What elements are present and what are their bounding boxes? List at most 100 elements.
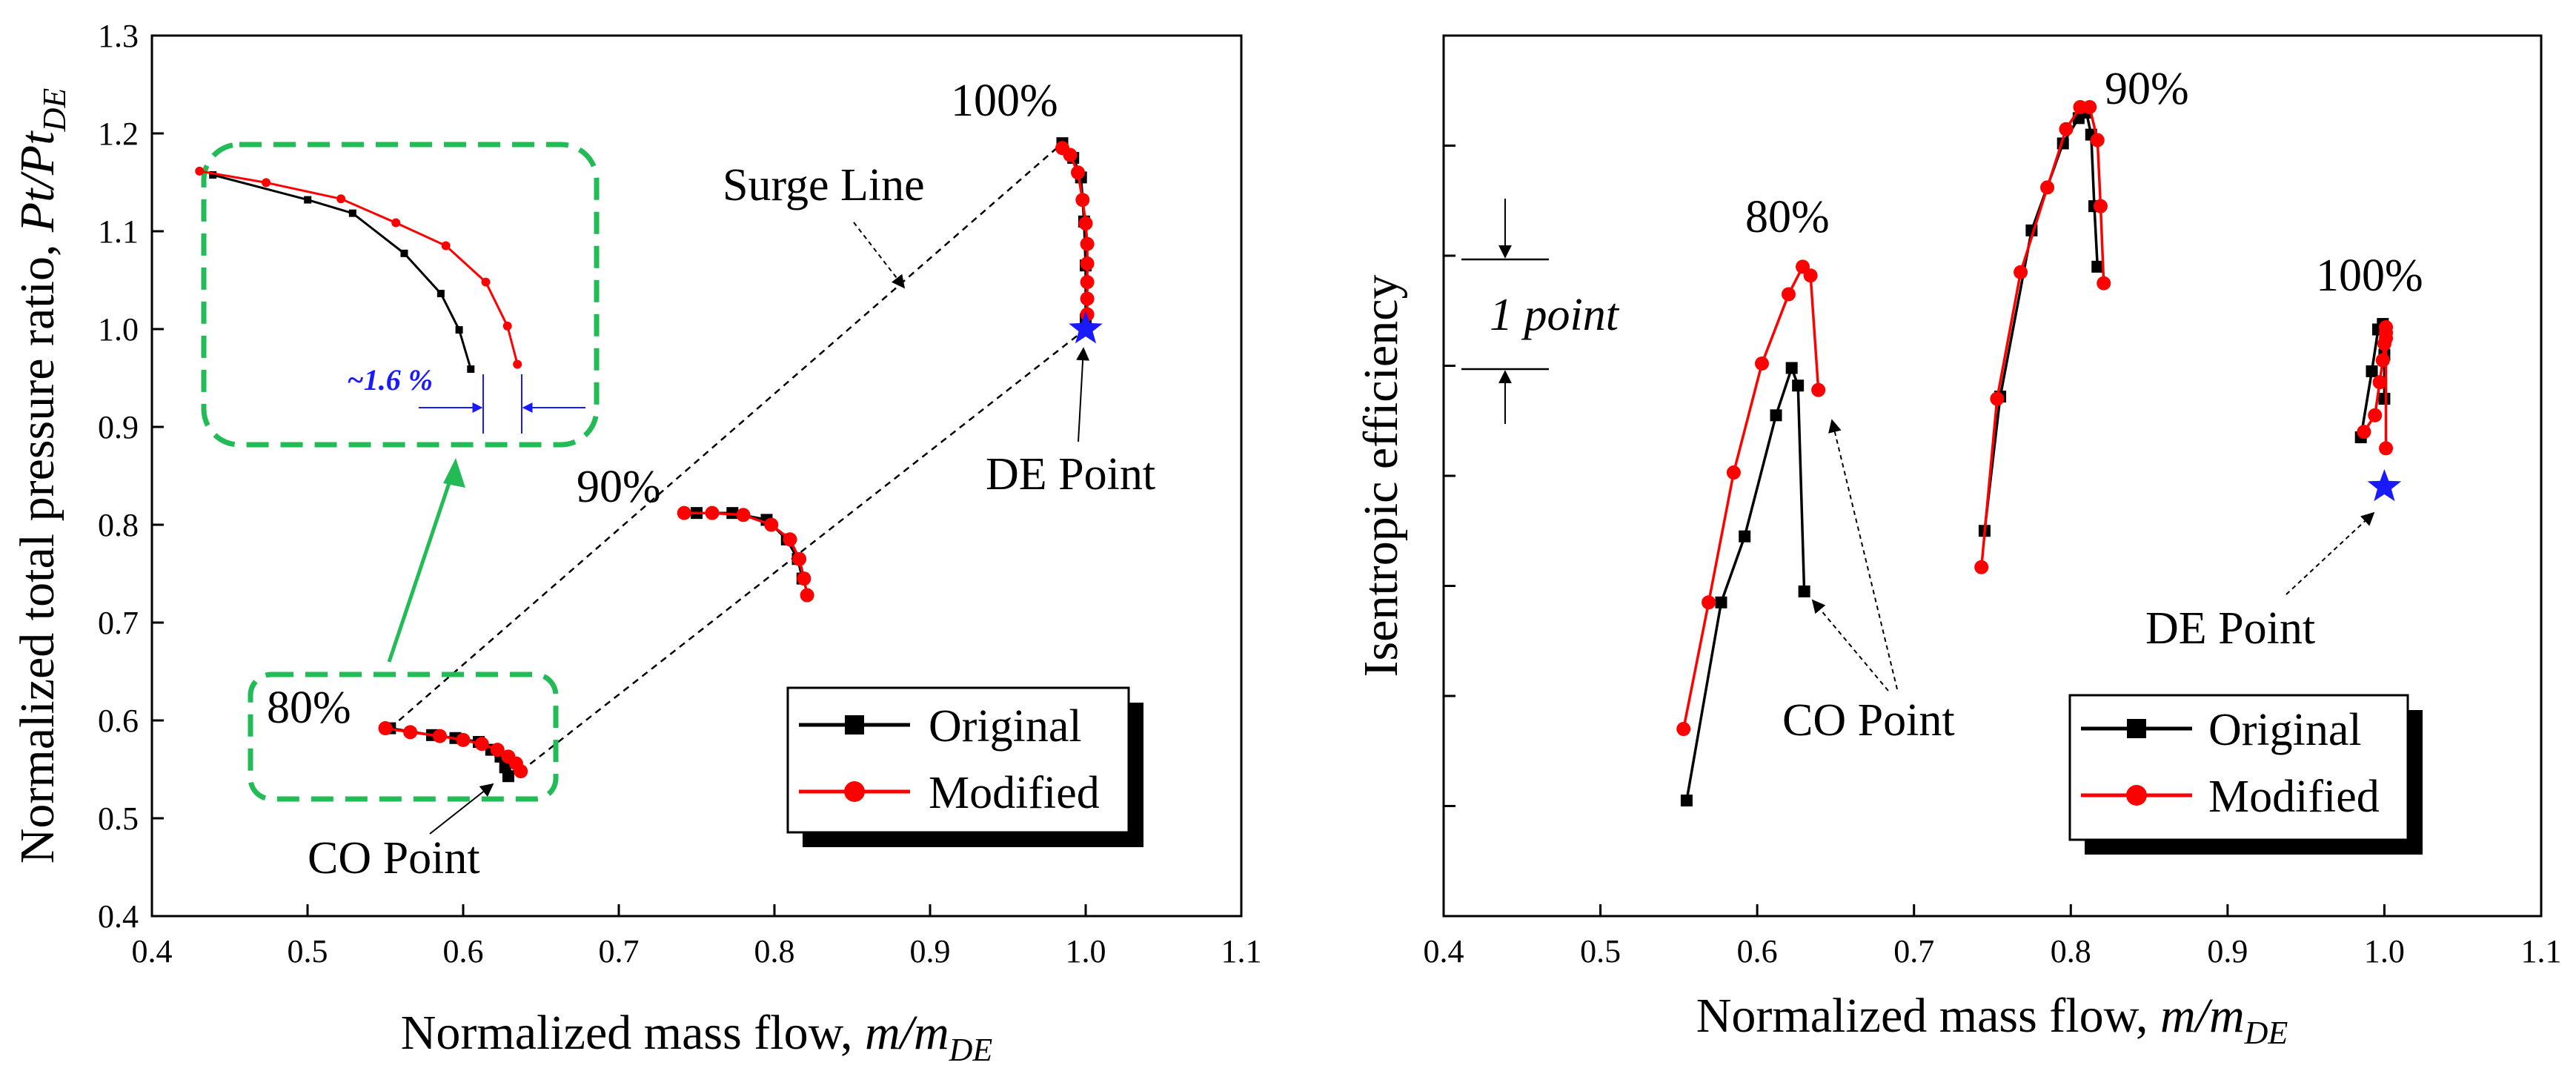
legend-marker-original — [845, 715, 864, 735]
x-axis-label-left: Normalized mass flow, m/mDE — [401, 1006, 993, 1068]
x-tick-label: 0.8 — [2051, 933, 2091, 969]
inset-point-original — [209, 171, 217, 179]
pr-point-modified — [1071, 165, 1085, 180]
pr-point-modified — [736, 508, 751, 523]
pr-point-modified — [456, 732, 471, 747]
inset-line-modified — [199, 170, 519, 365]
legend-left: Original Modified — [786, 686, 1143, 847]
eff-point-modified — [2379, 441, 2394, 456]
inset-point-original — [436, 290, 445, 298]
x-tick-label: 0.8 — [754, 933, 795, 969]
surge-line — [389, 142, 1063, 729]
speed-label-80-right: 80% — [1745, 192, 1830, 242]
x-tick-label: 0.7 — [1893, 933, 1934, 969]
legend-right: Original Modified — [2068, 694, 2423, 855]
speed-label-90: 90% — [577, 462, 661, 512]
x-tick-label: 1.0 — [1066, 933, 1106, 969]
eff-point-modified — [1803, 268, 1818, 283]
zoom-connector-arrow — [387, 462, 458, 663]
pr-point-modified — [1075, 193, 1090, 208]
x-tick-label: 0.6 — [1737, 933, 1778, 969]
x-ticks-right: 0.4 0.5 0.6 0.7 0.8 0.9 1.0 1.1 — [1424, 904, 2562, 969]
legend-label-original-right: Original — [2208, 705, 2362, 755]
speed-label-100: 100% — [951, 76, 1058, 126]
de-point-pointer-right — [2285, 511, 2375, 595]
eff-point-original — [1715, 596, 1727, 609]
eff-point-modified — [1990, 391, 2005, 406]
de-point-pointer — [1076, 347, 1090, 442]
eff-point-modified — [2357, 425, 2371, 440]
x-tick-label: 0.4 — [132, 933, 173, 969]
x-tick-label: 0.6 — [443, 933, 484, 969]
efficiency-chart: 0.4 0.5 0.6 0.7 0.8 0.9 1.0 1.1 80% 90% 100% 1 … — [1354, 34, 2562, 1051]
x-tick-label: 1.1 — [2521, 933, 2562, 969]
eff-point-original — [1770, 409, 1782, 422]
pr-point-original — [502, 770, 514, 783]
legend-marker-modified — [844, 781, 865, 802]
y-axis-label-left: Normalized total pressure ratio, Pt/PtDE — [10, 88, 73, 864]
x-tick-label: 1.1 — [1221, 933, 1262, 969]
eff-point-modified — [1974, 560, 1989, 574]
scale-bar: 1 point — [1461, 199, 1620, 424]
de-point-star-right — [2367, 468, 2402, 502]
x-tick-label: 0.5 — [1580, 933, 1621, 969]
y-ticks-left: 0.4 0.5 0.6 0.7 0.8 0.9 1.0 1.1 1.2 1.3 — [98, 18, 164, 935]
eff-line-modified-90 — [1979, 105, 2105, 568]
pr-point-modified — [1080, 291, 1095, 306]
y-tick-label: 0.9 — [98, 409, 139, 445]
surge-line-pointer — [853, 222, 906, 289]
eff-line-original-90 — [1983, 110, 2099, 531]
pr-point-modified — [403, 725, 418, 740]
x-tick-label: 0.4 — [1424, 933, 1464, 969]
pr-point-modified — [797, 571, 811, 586]
pr-point-modified — [514, 764, 528, 779]
co-point-pointer — [429, 783, 494, 835]
eff-point-modified — [2097, 276, 2111, 291]
inset-point-original — [455, 326, 463, 334]
y-tick-label: 1.0 — [98, 311, 139, 348]
legend-label-modified-right: Modified — [2208, 772, 2380, 822]
legend-label-modified: Modified — [929, 768, 1100, 818]
pr-line-modified-90 — [684, 511, 809, 596]
pr-point-modified — [1080, 256, 1095, 271]
de-point-label: DE Point — [986, 449, 1155, 500]
x-ticks-left: 0.4 0.5 0.6 0.7 0.8 0.9 1.0 1.1 — [132, 904, 1262, 969]
de-point-marker-right — [2367, 468, 2402, 502]
eff-point-modified — [2093, 199, 2108, 213]
eff-point-original — [2091, 260, 2104, 273]
eff-point-modified — [2082, 100, 2097, 115]
scale-bar-label: 1 point — [1490, 290, 1620, 340]
eff-point-modified — [2379, 331, 2394, 345]
eff-point-modified — [2368, 408, 2383, 422]
y-tick-label: 0.4 — [98, 898, 139, 935]
de-point-star — [1069, 311, 1103, 344]
pressure-ratio-chart: 0.4 0.5 0.6 0.7 0.8 0.9 1.0 1.1 0.4 0.5 0.6 0.7 0.8… — [10, 18, 1262, 1068]
pr-point-modified — [378, 721, 393, 736]
speed-label-80: 80% — [267, 683, 351, 733]
eff-line-modified-80 — [1682, 264, 1820, 729]
speed-label-100-right: 100% — [2316, 251, 2423, 301]
pr-point-modified — [433, 729, 447, 743]
legend-marker-original-right — [2127, 719, 2146, 738]
pr-line-modified-100 — [1061, 147, 1089, 315]
eff-point-modified — [2375, 353, 2390, 368]
eff-point-modified — [2372, 375, 2387, 390]
eff-point-original — [2378, 393, 2391, 405]
legend-label-original: Original — [929, 701, 1082, 752]
x-tick-label: 1.0 — [2364, 933, 2405, 969]
inset-point-modified — [391, 218, 401, 228]
co-point-pointer-1 — [1828, 419, 1898, 690]
y-tick-label: 1.1 — [98, 213, 139, 250]
x-tick-label: 0.9 — [2207, 933, 2248, 969]
pr-point-modified — [705, 505, 720, 520]
de-point-label-right: DE Point — [2145, 603, 2315, 654]
y-tick-label: 0.7 — [98, 605, 139, 641]
y-tick-label: 0.8 — [98, 507, 139, 543]
inset-point-modified — [336, 194, 346, 204]
inset-point-modified — [262, 178, 271, 188]
inset-box — [201, 142, 600, 448]
eff-point-modified — [2014, 265, 2028, 279]
x-tick-label: 0.7 — [599, 933, 640, 969]
inset-curves — [195, 166, 522, 373]
series-group-right — [1676, 100, 2394, 807]
